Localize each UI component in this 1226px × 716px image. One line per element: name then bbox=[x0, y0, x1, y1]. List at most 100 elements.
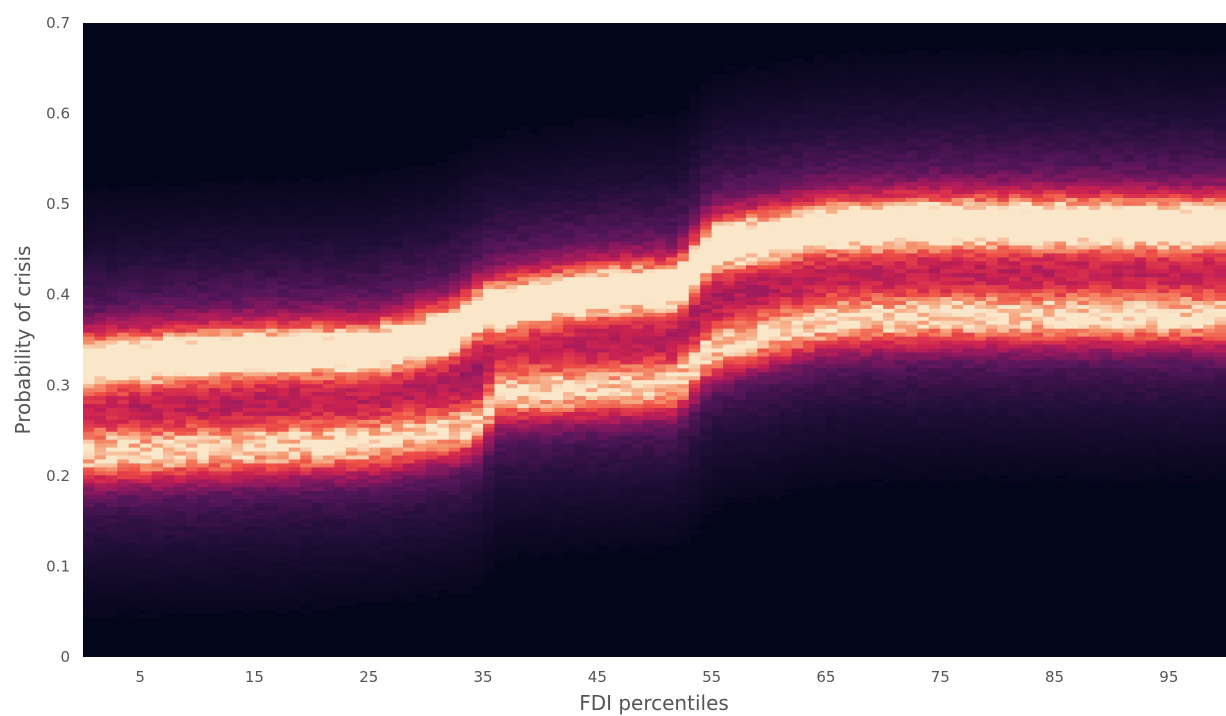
heatmap-cell bbox=[277, 569, 290, 575]
heatmap-cell bbox=[197, 419, 210, 424]
heatmap-cell bbox=[563, 431, 576, 436]
heatmap-cell bbox=[551, 355, 564, 361]
heatmap-cell bbox=[368, 229, 381, 234]
heatmap-cell bbox=[128, 419, 141, 424]
heatmap-cell bbox=[345, 312, 358, 317]
heatmap-cell bbox=[448, 328, 461, 333]
heatmap-cell bbox=[471, 518, 484, 523]
heatmap-cell bbox=[368, 363, 381, 369]
heatmap-cell bbox=[505, 407, 518, 412]
heatmap-cell bbox=[300, 498, 313, 504]
heatmap-cell bbox=[197, 185, 210, 191]
heatmap-cell bbox=[494, 252, 507, 258]
heatmap-cell bbox=[494, 268, 507, 274]
heatmap-cell bbox=[300, 260, 313, 266]
heatmap-cell bbox=[357, 486, 370, 492]
heatmap-cell bbox=[551, 221, 564, 226]
heatmap-cell bbox=[185, 546, 198, 551]
heatmap-cell bbox=[483, 324, 496, 329]
heatmap-cell bbox=[471, 581, 484, 587]
heatmap-cell bbox=[551, 371, 564, 377]
heatmap-cell bbox=[540, 177, 553, 183]
heatmap-cell bbox=[460, 395, 473, 401]
heatmap-cell bbox=[185, 312, 198, 317]
heatmap-cell bbox=[574, 379, 587, 385]
heatmap-cell bbox=[323, 565, 336, 571]
heatmap-cell bbox=[117, 494, 130, 500]
heatmap-cell bbox=[220, 225, 233, 230]
heatmap-cell bbox=[517, 431, 530, 436]
heatmap-cell bbox=[528, 173, 541, 179]
heatmap-cell bbox=[425, 419, 438, 424]
heatmap-cell bbox=[323, 431, 336, 436]
heatmap-cell bbox=[231, 494, 244, 500]
heatmap-cell bbox=[460, 411, 473, 416]
heatmap-cell bbox=[597, 419, 610, 424]
heatmap-cell bbox=[505, 145, 518, 151]
heatmap-cell bbox=[105, 248, 118, 254]
heatmap-cell bbox=[288, 514, 301, 519]
heatmap-cell bbox=[517, 454, 530, 460]
heatmap-cell bbox=[83, 320, 96, 325]
heatmap-cell bbox=[197, 450, 210, 456]
heatmap-cell bbox=[494, 332, 507, 337]
heatmap-cell bbox=[540, 439, 553, 444]
heatmap-cell bbox=[163, 347, 176, 353]
heatmap-cell bbox=[311, 490, 324, 496]
heatmap-cell bbox=[185, 320, 198, 325]
heatmap-cell bbox=[311, 304, 324, 309]
heatmap-cell bbox=[448, 462, 461, 468]
heatmap-cell bbox=[300, 609, 313, 615]
heatmap-cell bbox=[540, 526, 553, 531]
heatmap-cell bbox=[288, 466, 301, 472]
heatmap-cell bbox=[174, 407, 187, 412]
heatmap-cell bbox=[323, 312, 336, 317]
heatmap-cell bbox=[471, 161, 484, 167]
heatmap-cell bbox=[277, 454, 290, 460]
heatmap-cell bbox=[197, 189, 210, 194]
heatmap-cell bbox=[243, 229, 256, 234]
heatmap-cell bbox=[128, 197, 141, 202]
heatmap-cell bbox=[334, 411, 347, 416]
heatmap-cell bbox=[174, 343, 187, 349]
heatmap-cell bbox=[83, 593, 96, 599]
heatmap-cell bbox=[311, 264, 324, 270]
heatmap-cell bbox=[140, 308, 153, 313]
heatmap-cell bbox=[243, 585, 256, 591]
heatmap-cell bbox=[94, 557, 107, 563]
heatmap-cell bbox=[368, 443, 381, 448]
heatmap-cell bbox=[505, 264, 518, 270]
heatmap-cell bbox=[471, 427, 484, 432]
heatmap-cell bbox=[403, 236, 416, 242]
heatmap-cell bbox=[471, 494, 484, 500]
heatmap-cell bbox=[185, 427, 198, 432]
heatmap-cell bbox=[505, 316, 518, 321]
heatmap-cell bbox=[277, 530, 290, 535]
heatmap-cell bbox=[151, 379, 164, 385]
heatmap-cell bbox=[414, 284, 427, 290]
heatmap-cell bbox=[277, 526, 290, 531]
heatmap-cell bbox=[597, 411, 610, 416]
heatmap-cell bbox=[391, 561, 404, 567]
heatmap-cell bbox=[551, 300, 564, 305]
heatmap-cell bbox=[494, 177, 507, 183]
heatmap-cell bbox=[471, 482, 484, 488]
heatmap-cell bbox=[563, 443, 576, 448]
heatmap-cell bbox=[105, 296, 118, 301]
heatmap-cell bbox=[208, 213, 221, 218]
heatmap-cell bbox=[380, 205, 393, 210]
heatmap-cell bbox=[163, 565, 176, 571]
heatmap-cell bbox=[265, 233, 278, 238]
heatmap-cell bbox=[254, 209, 267, 214]
heatmap-cell bbox=[128, 185, 141, 191]
heatmap-cell bbox=[403, 284, 416, 290]
heatmap-cell bbox=[334, 308, 347, 313]
heatmap-cell bbox=[140, 312, 153, 317]
heatmap-cell bbox=[334, 446, 347, 452]
heatmap-cell bbox=[425, 423, 438, 428]
heatmap-cell bbox=[528, 403, 541, 408]
heatmap-cell bbox=[345, 446, 358, 452]
heatmap-cell bbox=[151, 205, 164, 210]
heatmap-cell bbox=[380, 573, 393, 579]
heatmap-cell bbox=[357, 542, 370, 547]
